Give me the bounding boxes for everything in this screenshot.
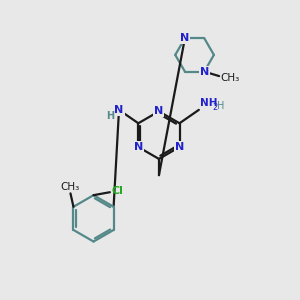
Text: CH₃: CH₃ — [61, 182, 80, 193]
Text: N: N — [114, 105, 124, 115]
Text: N: N — [200, 67, 209, 76]
Text: Cl: Cl — [112, 186, 124, 196]
Text: CH₃: CH₃ — [220, 73, 240, 82]
Text: 2: 2 — [212, 103, 218, 112]
Text: N: N — [175, 142, 184, 152]
Text: N: N — [134, 142, 143, 152]
Text: N: N — [180, 33, 190, 43]
Text: NH: NH — [200, 98, 218, 108]
Text: N: N — [154, 106, 164, 116]
Text: H: H — [106, 111, 115, 122]
Text: H: H — [217, 101, 225, 111]
